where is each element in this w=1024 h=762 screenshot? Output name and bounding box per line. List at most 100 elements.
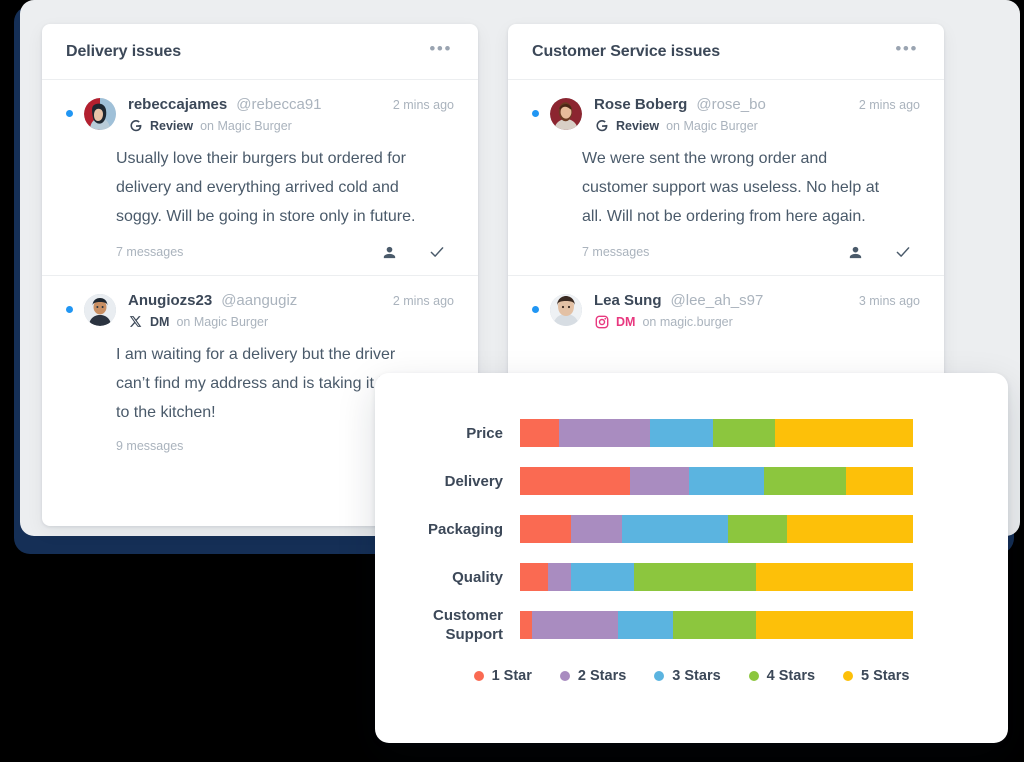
chart-segment [520,515,572,543]
chart-segment [520,419,560,447]
chart-row: Quality [375,553,1008,601]
post-source: on Magic Burger [176,314,269,329]
chart-legend: 1 Star 2 Stars 3 Stars 4 Stars 5 Stars [375,668,1008,684]
google-icon [594,118,609,133]
chart-category-label: Price [466,424,503,442]
unread-dot [66,110,73,117]
post-author-block: Rose Boberg @rose_bo 2 mins ago Review o… [594,96,920,133]
unread-dot [66,306,73,313]
chart-segment [571,515,623,543]
legend-label: 5 Stars [861,668,910,684]
resolve-check-icon[interactable] [428,243,446,261]
chart-rows: Price Delivery Packaging Quality Customer Su… [375,409,1008,649]
card-title: Customer Service issues [532,42,721,60]
chart-row: Delivery [375,457,1008,505]
list-item[interactable]: Anugiozs23 @aangugiz 2 mins ago DM on Ma… [42,275,478,467]
card-header: Customer Service issues ••• [508,24,944,80]
post-author-block: Anugiozs23 @aangugiz 2 mins ago DM on Ma… [128,292,454,329]
author-handle: @rebecca91 [236,96,322,113]
chart-segment [520,611,532,639]
chart-segment [571,563,634,591]
chart-segment [775,419,913,447]
chart-segment [712,419,776,447]
legend-color-dot [473,671,484,681]
legend-item[interactable]: 5 Stars [843,668,909,684]
legend-color-dot [843,671,854,681]
list-item[interactable]: Rose Boberg @rose_bo 2 mins ago Review o… [508,80,944,275]
legend-label: 4 Stars [766,668,816,684]
instagram-icon [594,314,609,329]
post-header: Rose Boberg @rose_bo 2 mins ago Review o… [532,96,920,133]
post-source: on Magic Burger [200,118,292,133]
author-handle: @lee_ah_s97 [670,292,764,309]
legend-item[interactable]: 1 Star [473,668,532,684]
chart-row: Customer Support [375,601,1008,649]
legend-item[interactable]: 3 Stars [654,668,721,684]
author-handle: @aangugiz [221,292,298,309]
legend-label: 3 Stars [672,668,721,684]
chart-segment [633,563,756,591]
list-item[interactable]: Lea Sung @lee_ah_s97 3 mins ago DM [508,275,944,343]
chart-row: Packaging [375,505,1008,553]
post-body: I am waiting for a delivery but the driv… [116,346,413,421]
post-footer: 9 messages [116,439,454,453]
chart-segment [547,563,572,591]
post-kind: DM [616,314,636,329]
message-count: 9 messages [116,439,184,453]
chart-segment [673,611,756,639]
chart-segment [531,611,619,639]
chart-segment [559,419,650,447]
avatar [550,98,582,130]
post-body: Usually love their burgers but ordered f… [116,150,416,225]
chart-segment [755,611,913,639]
ratings-chart-panel: Price Delivery Packaging Quality Customer Su… [375,373,1008,743]
message-count: 7 messages [582,245,650,259]
chart-segment [630,467,689,495]
post-kind: Review [616,118,660,133]
chart-row: Price [375,409,1008,457]
legend-item[interactable]: 2 Stars [559,668,626,684]
author-name: Anugiozs23 [128,292,213,309]
assign-user-icon[interactable] [381,244,398,261]
legend-color-dot [559,671,570,681]
chart-bar [520,419,913,447]
card-title: Delivery issues [66,42,182,60]
more-options-icon[interactable]: ••• [429,39,452,58]
post-source: on magic.burger [642,314,733,329]
message-count: 7 messages [116,245,184,259]
resolve-check-icon[interactable] [894,243,912,261]
chart-segment [520,563,548,591]
post-header: rebeccajames @rebecca91 2 mins ago Revie… [66,96,454,133]
post-header: Anugiozs23 @aangugiz 2 mins ago DM on Ma… [66,292,454,329]
post-author-block: Lea Sung @lee_ah_s97 3 mins ago DM [594,292,920,329]
unread-dot [532,110,539,117]
timestamp: 2 mins ago [392,294,454,308]
post-actions [381,243,454,261]
more-options-icon[interactable]: ••• [895,39,918,58]
unread-dot [532,306,539,313]
chart-bar [520,467,913,495]
post-actions [847,243,920,261]
chart-segment [622,515,729,543]
timestamp: 2 mins ago [858,98,920,112]
chart-category-label: Packaging [427,520,503,538]
legend-color-dot [654,671,665,681]
chart-category-label: Quality [452,568,503,586]
chart-segment [763,467,847,495]
assign-user-icon[interactable] [847,244,864,261]
chart-category-label: Customer Support [432,607,503,643]
chart-bar [520,611,913,639]
post-footer: 7 messages [116,243,454,261]
legend-item[interactable]: 4 Stars [748,668,816,684]
avatar [84,294,116,326]
author-name: Rose Boberg [594,96,688,113]
list-item[interactable]: rebeccajames @rebecca91 2 mins ago Revie… [42,80,478,275]
post-kind: Review [150,118,194,133]
chart-segment [728,515,788,543]
author-handle: @rose_bo [696,96,766,113]
avatar [84,98,116,130]
post-author-block: rebeccajames @rebecca91 2 mins ago Revie… [128,96,454,133]
chart-segment [787,515,913,543]
post-footer: 7 messages [582,243,920,261]
